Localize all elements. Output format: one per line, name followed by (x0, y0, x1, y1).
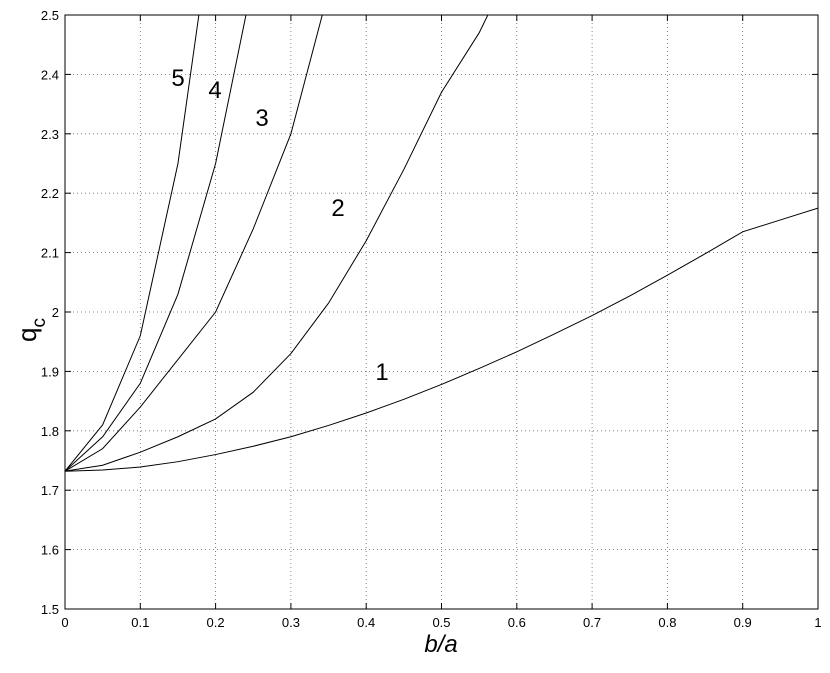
y-tick-label: 1.7 (41, 483, 59, 498)
x-tick-label: 0.7 (583, 615, 601, 630)
y-tick-label: 1.8 (41, 424, 59, 439)
x-tick-label: 1 (814, 615, 821, 630)
x-tick-label: 0.3 (282, 615, 300, 630)
x-tick-label: 0.5 (432, 615, 450, 630)
curve-label: 3 (255, 105, 268, 132)
y-tick-label: 2.4 (41, 67, 59, 82)
curve (65, 15, 200, 472)
y-tick-label: 1.6 (41, 543, 59, 558)
x-tick-label: 0.9 (734, 615, 752, 630)
curve-label: 5 (171, 65, 184, 92)
grid (64, 14, 819, 610)
y-axis-label-main: q (12, 328, 42, 342)
y-tick-label: 1.5 (41, 602, 59, 617)
x-axis-label: b/a (424, 631, 457, 658)
curve-label: 4 (208, 77, 221, 104)
curve (65, 15, 323, 472)
y-tick-label: 2.2 (41, 186, 59, 201)
y-axis-label: qc (12, 318, 50, 342)
x-tick-label: 0.1 (131, 615, 149, 630)
y-tick-label: 2.1 (41, 246, 59, 261)
x-tick-label: 0.2 (207, 615, 225, 630)
lines (65, 15, 818, 472)
y-tick-label: 2.5 (41, 8, 59, 23)
y-tick-label: 1.9 (41, 364, 59, 379)
curve (65, 15, 247, 472)
x-tick-label: 0.6 (508, 615, 526, 630)
y-tick-label: 2.3 (41, 127, 59, 142)
x-tick-label: 0.8 (658, 615, 676, 630)
curve-label: 1 (375, 359, 388, 386)
curve (65, 207, 818, 472)
curve (65, 15, 489, 472)
y-axis-label-subscript: c (29, 318, 50, 328)
curve-label: 2 (331, 195, 344, 222)
x-tick-label: 0 (61, 615, 68, 630)
x-tick-label: 0.4 (357, 615, 375, 630)
y-tick-label: 2 (52, 305, 59, 320)
